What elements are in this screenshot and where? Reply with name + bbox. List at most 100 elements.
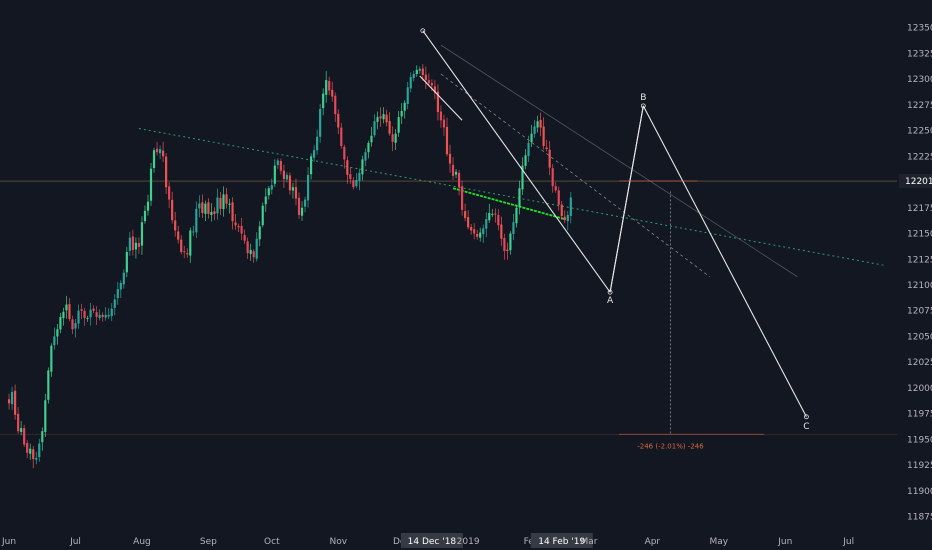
candle-body[interactable] bbox=[110, 308, 113, 317]
time-axis[interactable]: JunJulAugSepOctNovDec14 Dec '182019Feb14… bbox=[1, 533, 854, 548]
candle-body[interactable] bbox=[10, 392, 14, 405]
candle-body[interactable] bbox=[140, 222, 144, 246]
candle-body[interactable] bbox=[409, 77, 412, 89]
candle-body[interactable] bbox=[59, 316, 62, 330]
channel-upper-line[interactable] bbox=[440, 44, 798, 278]
candle-body[interactable] bbox=[134, 242, 137, 250]
candle-body[interactable] bbox=[171, 199, 174, 221]
candle-body[interactable] bbox=[122, 272, 125, 285]
candle-body[interactable] bbox=[258, 226, 261, 240]
candle-body[interactable] bbox=[119, 282, 122, 290]
candle-body[interactable] bbox=[421, 68, 424, 75]
candle-body[interactable] bbox=[276, 160, 279, 165]
candle-body[interactable] bbox=[397, 117, 400, 133]
candle-body[interactable] bbox=[300, 207, 304, 216]
candle-body[interactable] bbox=[542, 126, 545, 147]
candle-body[interactable] bbox=[352, 180, 355, 188]
candle-body[interactable] bbox=[349, 174, 352, 179]
candle-body[interactable] bbox=[137, 243, 141, 247]
candle-body[interactable] bbox=[195, 208, 198, 233]
candle-body[interactable] bbox=[143, 210, 147, 222]
candle-body[interactable] bbox=[515, 207, 518, 224]
candle-body[interactable] bbox=[50, 345, 53, 372]
candle-body[interactable] bbox=[373, 121, 376, 136]
candle-body[interactable] bbox=[364, 152, 367, 161]
candle-body[interactable] bbox=[89, 309, 92, 318]
candle-body[interactable] bbox=[331, 89, 334, 97]
candle-body[interactable] bbox=[358, 172, 361, 181]
candle-body[interactable] bbox=[506, 249, 509, 252]
candle-body[interactable] bbox=[177, 231, 180, 240]
candle-body[interactable] bbox=[146, 201, 150, 211]
candle-body[interactable] bbox=[554, 186, 557, 191]
candle-body[interactable] bbox=[20, 428, 23, 432]
candle-body[interactable] bbox=[249, 250, 252, 254]
candle-body[interactable] bbox=[77, 310, 80, 324]
long-trendline[interactable] bbox=[138, 128, 886, 266]
candle-body[interactable] bbox=[394, 133, 397, 143]
candle-body[interactable] bbox=[303, 199, 307, 207]
candle-body[interactable] bbox=[216, 197, 219, 214]
candle-body[interactable] bbox=[334, 95, 337, 115]
candle-body[interactable] bbox=[174, 220, 177, 231]
candle-body[interactable] bbox=[370, 135, 373, 143]
candle-body[interactable] bbox=[379, 116, 382, 119]
candle-body[interactable] bbox=[391, 134, 394, 142]
candle-body[interactable] bbox=[563, 216, 566, 221]
candle-body[interactable] bbox=[376, 117, 379, 122]
candle-body[interactable] bbox=[231, 202, 234, 222]
candle-body[interactable] bbox=[210, 211, 213, 216]
candle-body[interactable] bbox=[521, 165, 524, 190]
candle-body[interactable] bbox=[155, 148, 159, 153]
candle-body[interactable] bbox=[536, 121, 539, 128]
candle-body[interactable] bbox=[7, 399, 11, 404]
candle-body[interactable] bbox=[433, 86, 436, 93]
candle-body[interactable] bbox=[270, 185, 273, 190]
candle-body[interactable] bbox=[189, 230, 192, 256]
candle-body[interactable] bbox=[518, 188, 521, 208]
candle-body[interactable] bbox=[113, 299, 116, 308]
candle-body[interactable] bbox=[131, 236, 134, 250]
candle-body[interactable] bbox=[482, 228, 485, 235]
candle-body[interactable] bbox=[204, 203, 207, 214]
candle-body[interactable] bbox=[346, 160, 349, 175]
candle-body[interactable] bbox=[252, 251, 255, 258]
candle-body[interactable] bbox=[65, 304, 68, 311]
candle-body[interactable] bbox=[291, 187, 295, 191]
candle-body[interactable] bbox=[267, 188, 270, 196]
candle-body[interactable] bbox=[340, 127, 343, 147]
candle-body[interactable] bbox=[424, 74, 427, 81]
short-trendline[interactable] bbox=[452, 187, 566, 220]
candle-body[interactable] bbox=[385, 114, 388, 123]
candle-body[interactable] bbox=[361, 159, 364, 175]
candle-body[interactable] bbox=[26, 443, 29, 453]
candle-body[interactable] bbox=[560, 204, 563, 217]
candle-body[interactable] bbox=[29, 448, 32, 454]
candle-body[interactable] bbox=[47, 370, 50, 400]
candle-body[interactable] bbox=[80, 309, 83, 311]
candle-body[interactable] bbox=[313, 150, 316, 158]
candle-body[interactable] bbox=[101, 314, 104, 317]
candle-body[interactable] bbox=[222, 194, 225, 210]
candle-body[interactable] bbox=[234, 222, 237, 226]
candle-body[interactable] bbox=[71, 319, 74, 330]
candle-body[interactable] bbox=[548, 149, 551, 168]
candle-body[interactable] bbox=[98, 314, 101, 319]
candle-body[interactable] bbox=[491, 213, 494, 215]
candle-body[interactable] bbox=[461, 186, 464, 210]
candle-body[interactable] bbox=[165, 156, 168, 188]
candle-body[interactable] bbox=[451, 164, 455, 176]
candle-body[interactable] bbox=[41, 431, 44, 443]
candle-body[interactable] bbox=[545, 147, 548, 150]
candle-body[interactable] bbox=[68, 304, 71, 319]
candle-body[interactable] bbox=[448, 153, 452, 164]
candle-body[interactable] bbox=[240, 225, 243, 234]
candle-body[interactable] bbox=[213, 211, 216, 214]
candle-body[interactable] bbox=[219, 198, 222, 209]
candle-body[interactable] bbox=[467, 217, 470, 228]
candle-body[interactable] bbox=[488, 212, 491, 221]
candle-body[interactable] bbox=[442, 119, 446, 128]
candle-body[interactable] bbox=[83, 310, 86, 318]
candle-body[interactable] bbox=[418, 68, 421, 71]
